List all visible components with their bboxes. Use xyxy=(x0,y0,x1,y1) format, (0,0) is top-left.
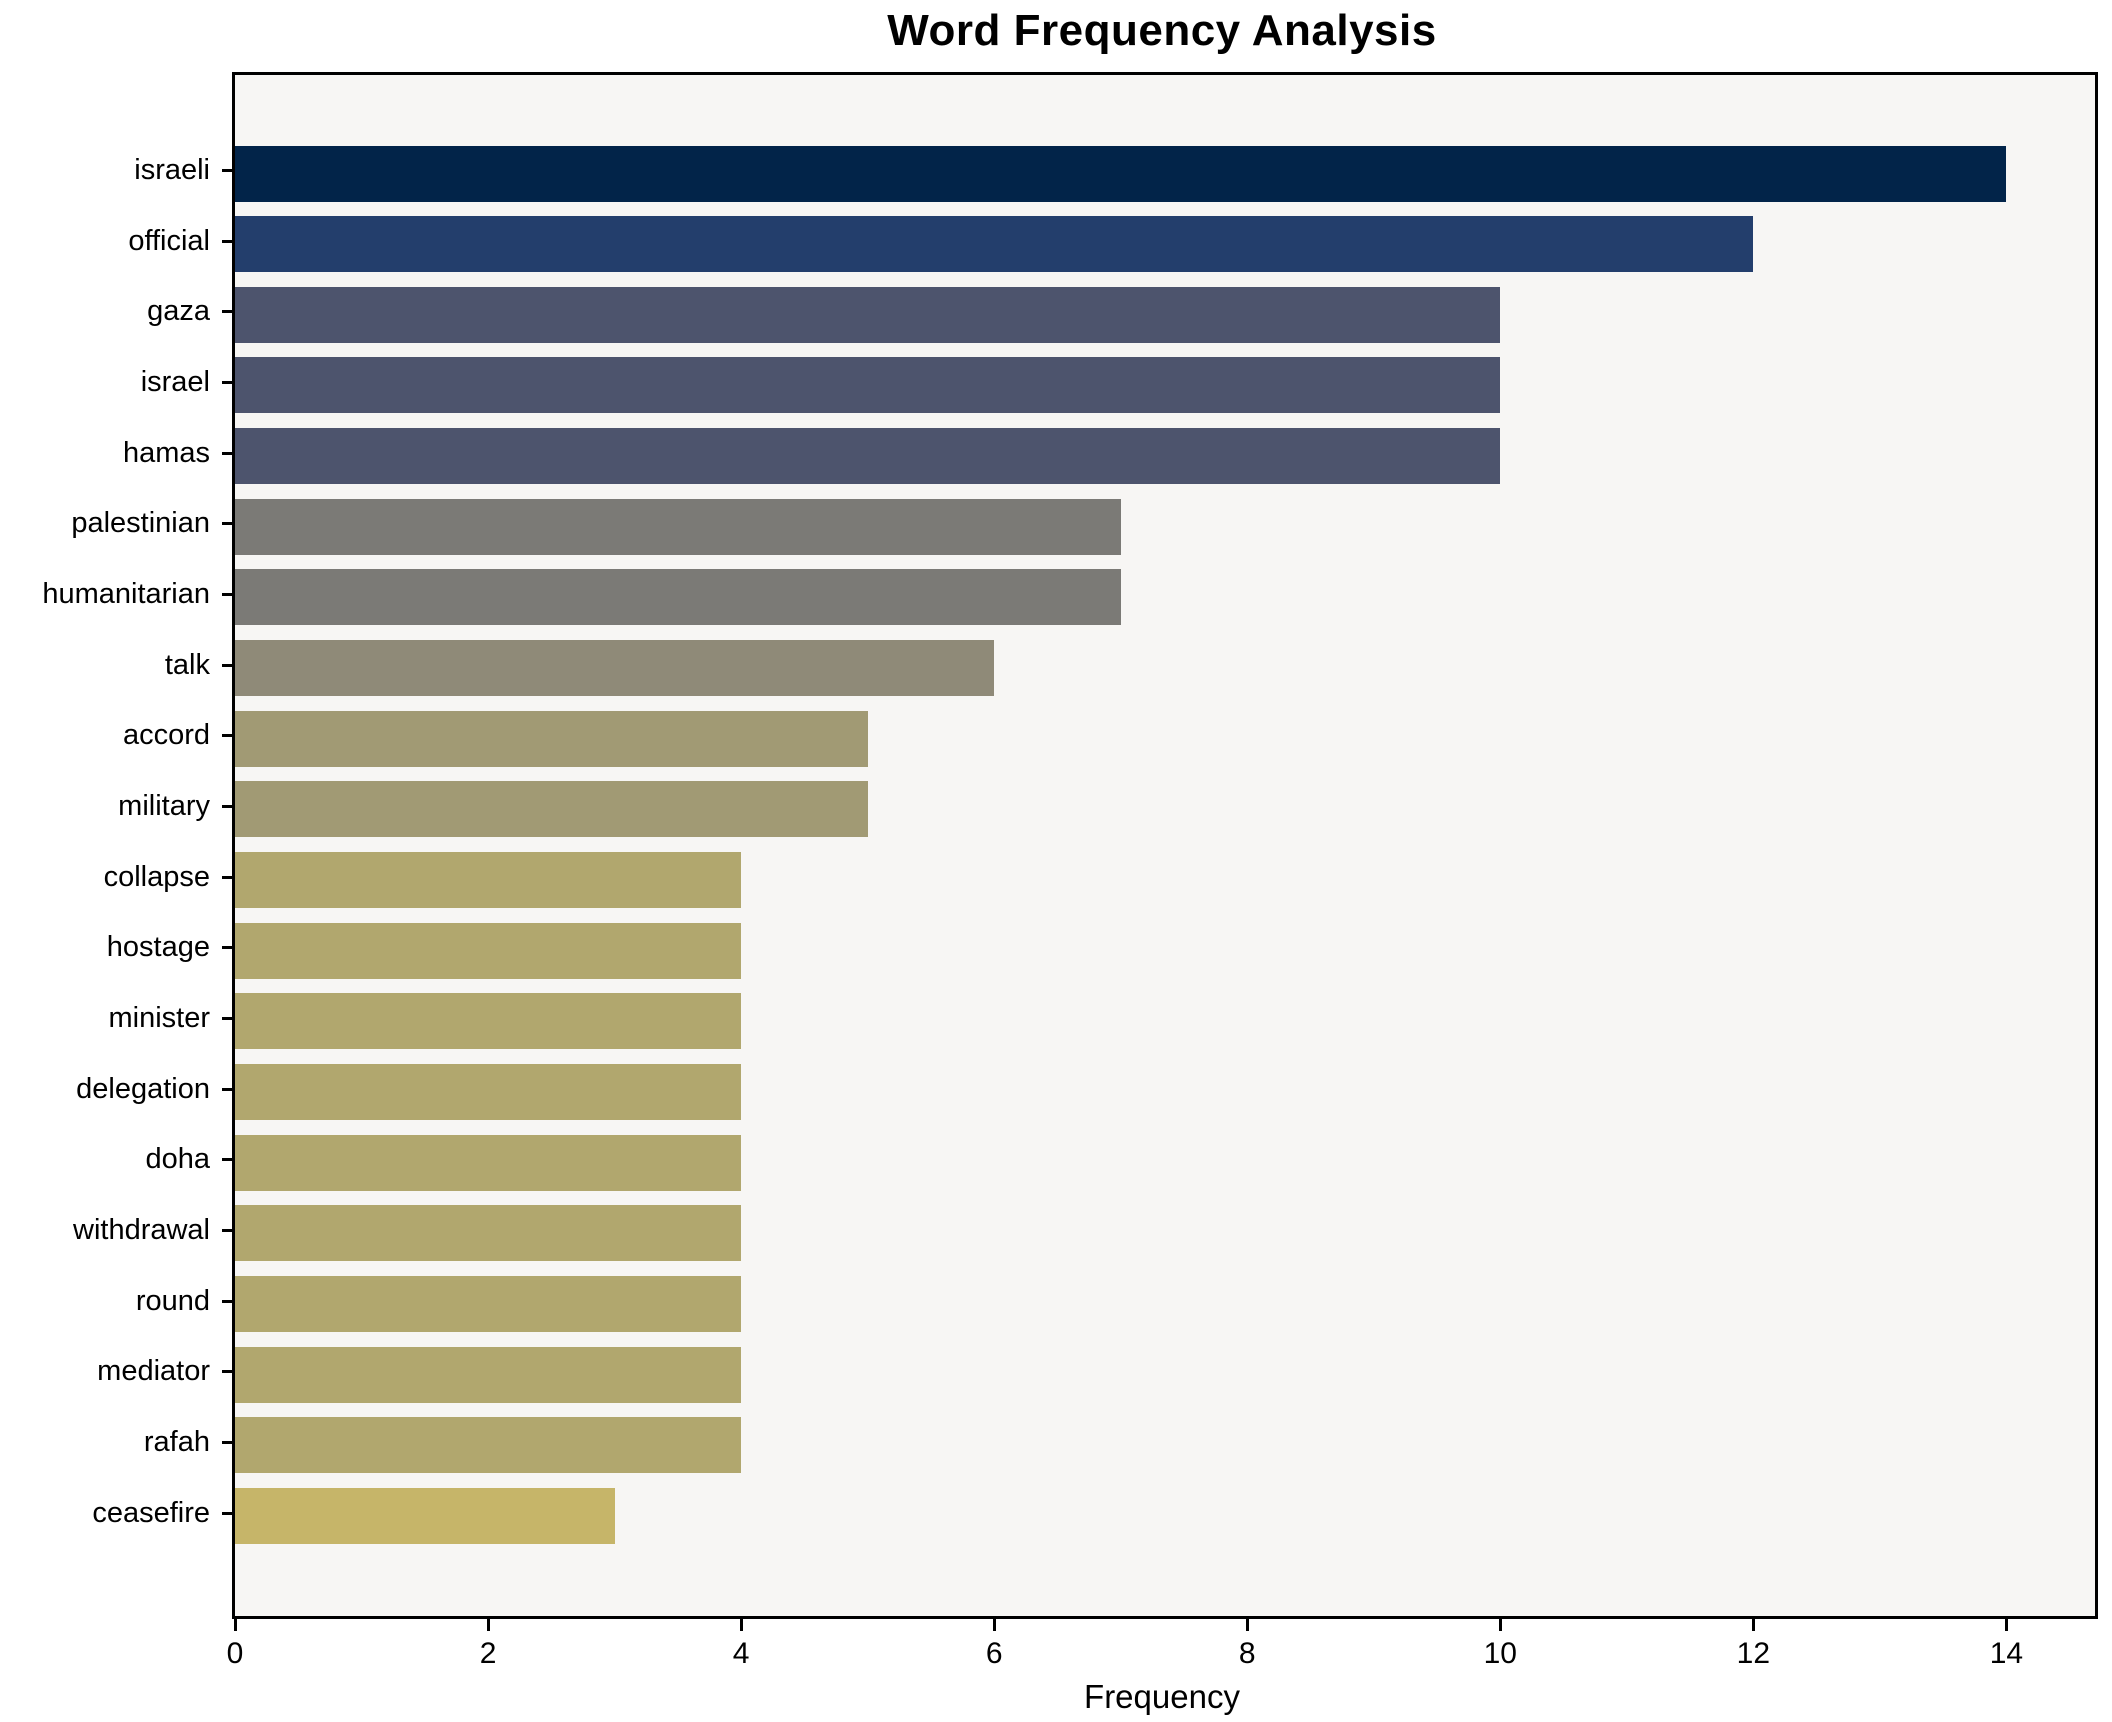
ytick-mark xyxy=(222,1299,232,1303)
chart-title: Word Frequency Analysis xyxy=(887,6,1437,55)
xtick-mark xyxy=(1498,1619,1502,1631)
ytick-label-minister: minister xyxy=(108,1001,210,1034)
ytick-mark xyxy=(222,592,232,596)
bar-withdrawal xyxy=(235,1205,742,1262)
ytick-label-round: round xyxy=(135,1284,210,1317)
ytick-label-collapse: collapse xyxy=(103,860,210,893)
ytick-label-israeli: israeli xyxy=(134,154,210,186)
xtick-label-14: 14 xyxy=(1989,1637,2024,1670)
ytick-label-military: military xyxy=(118,789,210,822)
xtick-label-10: 10 xyxy=(1483,1637,1517,1670)
ytick-label-humanitarian: humanitarian xyxy=(42,577,210,610)
bar-rafah xyxy=(235,1417,742,1474)
ytick-label-gaza: gaza xyxy=(147,295,210,328)
ytick-label-accord: accord xyxy=(122,719,210,752)
bar-gaza xyxy=(235,286,1501,343)
xtick-mark xyxy=(739,1619,743,1631)
xtick-mark xyxy=(1751,1619,1755,1631)
xtick-label-0: 0 xyxy=(226,1637,244,1670)
ytick-label-rafah: rafah xyxy=(143,1425,210,1458)
x-axis-label: Frequency xyxy=(1084,1678,1240,1715)
bar-ceasefire xyxy=(235,1488,615,1545)
ytick-mark xyxy=(222,1511,232,1515)
ytick-label-mediator: mediator xyxy=(97,1355,210,1388)
ytick-mark xyxy=(222,804,232,808)
bar-delegation xyxy=(235,1064,742,1121)
ytick-label-israel: israel xyxy=(140,365,210,398)
ytick-mark xyxy=(222,875,232,879)
xtick-mark xyxy=(1245,1619,1249,1631)
ytick-mark xyxy=(222,451,232,455)
ytick-label-ceasefire: ceasefire xyxy=(92,1496,210,1529)
bar-palestinian xyxy=(235,498,1121,555)
xtick-mark xyxy=(486,1619,490,1631)
ytick-mark xyxy=(222,169,232,172)
ytick-label-palestinian: palestinian xyxy=(71,507,210,540)
bar-official xyxy=(235,216,1754,273)
xtick-label-12: 12 xyxy=(1736,1637,1771,1670)
ytick-mark xyxy=(222,380,232,384)
xtick-label-4: 4 xyxy=(732,1637,750,1670)
ytick-mark xyxy=(222,310,232,314)
bar-round xyxy=(235,1276,742,1333)
bar-israel xyxy=(235,357,1501,414)
bar-humanitarian xyxy=(235,569,1121,626)
xtick-mark xyxy=(233,1619,237,1631)
ytick-label-talk: talk xyxy=(164,648,210,681)
ytick-label-official: official xyxy=(128,224,210,257)
bar-doha xyxy=(235,1134,742,1191)
xtick-label-2: 2 xyxy=(479,1637,497,1670)
ytick-mark xyxy=(222,1087,232,1091)
ytick-mark xyxy=(222,1440,232,1444)
ytick-label-doha: doha xyxy=(145,1143,210,1176)
ytick-label-hamas: hamas xyxy=(122,436,210,469)
bar-collapse xyxy=(235,852,742,909)
ytick-label-hostage: hostage xyxy=(106,931,210,964)
plot-area xyxy=(232,72,2098,1619)
xtick-mark xyxy=(2004,1619,2008,1631)
bar-accord xyxy=(235,710,868,767)
ytick-mark xyxy=(222,946,232,950)
ytick-mark xyxy=(222,1016,232,1020)
bar-hamas xyxy=(235,428,1501,485)
ytick-mark xyxy=(222,1370,232,1374)
xtick-mark xyxy=(992,1619,996,1631)
ytick-label-withdrawal: withdrawal xyxy=(73,1213,210,1246)
bar-talk xyxy=(235,640,995,697)
ytick-mark xyxy=(222,1228,232,1232)
ytick-mark xyxy=(222,734,232,738)
ytick-mark xyxy=(222,522,232,526)
xtick-label-8: 8 xyxy=(1238,1637,1256,1670)
ytick-mark xyxy=(222,239,232,243)
bar-hostage xyxy=(235,922,742,979)
bar-military xyxy=(235,781,868,838)
xtick-label-6: 6 xyxy=(985,1637,1003,1670)
ytick-mark xyxy=(222,663,232,667)
bar-minister xyxy=(235,993,742,1050)
bar-mediator xyxy=(235,1346,742,1403)
ytick-label-delegation: delegation xyxy=(76,1072,210,1105)
bar-israeli xyxy=(235,145,2007,202)
ytick-mark xyxy=(222,1158,232,1162)
